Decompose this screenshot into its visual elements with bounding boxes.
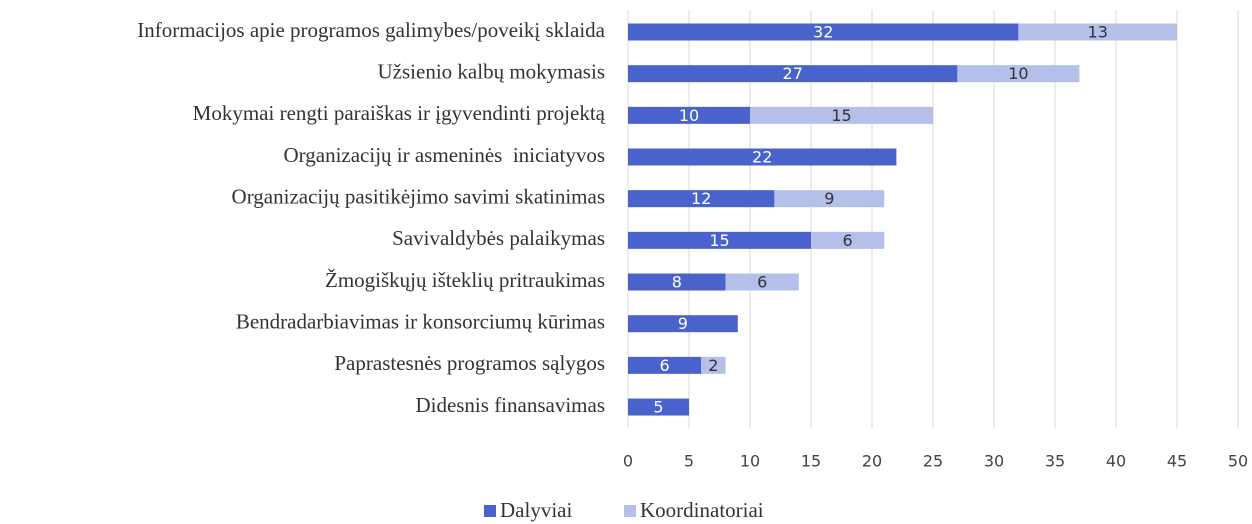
category-label: Bendradarbiavimas ir konsorciumų kūrimas	[236, 310, 605, 334]
x-tick-label: 5	[684, 452, 694, 471]
x-tick-label: 30	[984, 452, 1004, 471]
category-label: Savivaldybės palaikymas	[392, 226, 605, 250]
bar	[628, 356, 702, 374]
bar	[628, 148, 897, 166]
category-label: Užsienio kalbų mokymasis	[378, 59, 605, 83]
x-tick-label: 25	[923, 452, 943, 471]
bar	[628, 190, 775, 208]
category-label: Informacijos apie programos galimybes/po…	[137, 18, 605, 42]
bar	[701, 356, 726, 374]
data-label: 9	[824, 189, 834, 208]
x-tick-label: 50	[1228, 452, 1248, 471]
bar	[957, 65, 1080, 83]
category-label: Didesnis finansavimas	[415, 393, 605, 417]
bar	[628, 65, 958, 83]
data-label: 6	[843, 231, 853, 250]
data-label: 12	[691, 189, 711, 208]
data-label: 5	[653, 398, 663, 417]
x-tick-label: 45	[1167, 452, 1187, 471]
data-label: 9	[678, 314, 688, 333]
data-label: 22	[752, 148, 772, 167]
data-label: 2	[708, 356, 718, 375]
data-label: 6	[757, 273, 767, 292]
data-label: 10	[679, 106, 699, 125]
bar	[628, 106, 750, 124]
data-label: 8	[672, 273, 682, 292]
bar	[1018, 23, 1177, 41]
data-label: 10	[1008, 64, 1028, 83]
x-tick-label: 20	[862, 452, 882, 471]
data-label: 13	[1088, 23, 1108, 42]
x-tick-label: 15	[801, 452, 821, 471]
legend-swatch	[484, 505, 496, 517]
bar	[811, 231, 885, 249]
legend-label: Dalyviai	[500, 498, 572, 522]
legend-swatch	[624, 505, 636, 517]
data-label: 6	[660, 356, 670, 375]
bar	[628, 315, 738, 333]
x-tick-label: 35	[1045, 452, 1065, 471]
x-tick-label: 0	[623, 452, 633, 471]
x-tick-label: 10	[740, 452, 760, 471]
bar	[628, 273, 726, 291]
category-label: Žmogiškųjų išteklių pritraukimas	[325, 268, 605, 292]
bar	[774, 190, 885, 208]
bar	[628, 398, 689, 416]
category-label: Paprastesnės programos sąlygos	[334, 351, 605, 375]
data-label: 15	[709, 231, 729, 250]
bar	[725, 273, 799, 291]
legend-label: Koordinatoriai	[640, 498, 764, 522]
data-label: 27	[783, 64, 803, 83]
x-tick-label: 40	[1106, 452, 1126, 471]
data-label: 32	[813, 23, 833, 42]
category-label: Mokymai rengti paraiškas ir įgyvendinti …	[193, 101, 606, 125]
bar	[628, 231, 811, 249]
category-label: Organizacijų pasitikėjimo savimi skatini…	[232, 184, 605, 208]
data-label: 15	[831, 106, 851, 125]
bar	[628, 23, 1019, 41]
bar	[750, 106, 933, 124]
category-label: Organizacijų ir asmeninės iniciatyvos	[283, 143, 605, 167]
